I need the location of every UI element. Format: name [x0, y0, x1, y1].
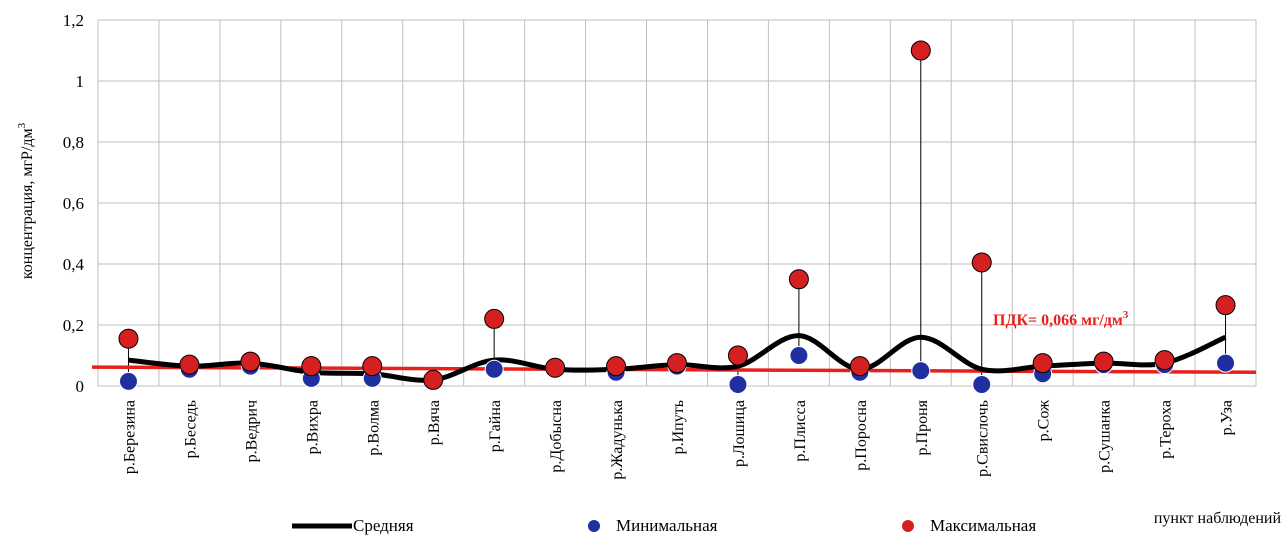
x-tick-label: р.Гайна [487, 400, 504, 452]
x-tick-label: р.Беседь [182, 400, 199, 458]
max-point [849, 356, 870, 377]
y-tick-labels: 0 0,2 0,4 0,6 0,8 1 1,2 [63, 11, 85, 396]
pdk-label: ПДК= 0,066 мг/дм3 [993, 309, 1129, 329]
max-point [240, 351, 261, 372]
max-point [1215, 295, 1236, 316]
category-labels: р.Березина р.Беседь р.Ведрич р.Вихра р.Волма… [121, 399, 1235, 480]
x-tick-label: р.Сушанка [1097, 400, 1114, 473]
x-tick-label: р.Вихра [304, 400, 321, 454]
x-tick-label: р.Уза [1219, 400, 1236, 435]
y-axis-title: концентрация, мгР/дм3 [16, 122, 36, 279]
y-tick-label: 0 [76, 377, 85, 396]
max-point [362, 356, 383, 377]
min-point [972, 374, 992, 394]
pdk-label-sup: 3 [1123, 309, 1129, 321]
x-tick-label: р.Сож [1036, 399, 1053, 441]
max-point [971, 252, 992, 273]
max-point [788, 269, 809, 290]
max-point [179, 354, 200, 375]
x-tick-label: р.Поросна [853, 400, 870, 471]
min-point [484, 359, 504, 379]
max-point [606, 356, 627, 377]
min-point [789, 346, 809, 365]
x-tick-label: р.Добысна [548, 400, 565, 473]
x-tick-label: р.Тероха [1158, 400, 1175, 459]
x-tick-label: р.Проня [914, 399, 931, 455]
max-point [1032, 353, 1053, 374]
legend-label-mean: Средняя [353, 516, 414, 535]
series-points-max [118, 40, 1236, 390]
max-point [1093, 351, 1114, 372]
y-tick-label: 0,6 [63, 194, 84, 213]
y-tick-label: 1 [76, 72, 85, 91]
legend-marker-min [588, 520, 600, 532]
pdk-label-text: ПДК= 0,066 мг/дм [993, 312, 1123, 329]
max-point [910, 40, 931, 61]
max-point [484, 308, 505, 329]
y-tick-label: 0,4 [63, 255, 85, 274]
max-point [727, 345, 748, 366]
legend-marker-max [902, 520, 914, 532]
x-tick-label: р.Ипуть [670, 400, 687, 454]
y-tick-label: 0,2 [63, 316, 84, 335]
max-point [423, 369, 444, 390]
max-point [301, 356, 322, 377]
y-tick-label: 0,8 [63, 133, 84, 152]
legend-label-min: Минимальная [616, 516, 718, 535]
min-point [1216, 353, 1236, 373]
x-tick-label: р.Волма [365, 400, 382, 456]
min-point [911, 361, 931, 381]
max-point [1154, 350, 1175, 371]
x-tick-label: р.Вячa [426, 400, 443, 445]
x-tick-label: р.Ведрич [243, 400, 260, 462]
y-axis-title-text: концентрация, мгР/дм [19, 128, 36, 279]
max-point [545, 357, 566, 378]
legend-label-max: Максимальная [930, 516, 1036, 535]
legend: Средняя Минимальная Максимальная [292, 516, 1036, 535]
x-axis-title: пункт наблюдений [1154, 510, 1282, 527]
max-point [667, 353, 687, 374]
x-tick-label: р.Лошица [731, 400, 748, 467]
max-point [118, 328, 139, 349]
y-tick-label: 1,2 [63, 11, 84, 30]
x-tick-label: р.Жадунька [609, 400, 626, 480]
gridlines [98, 19, 1256, 387]
y-axis-title-sup: 3 [16, 122, 28, 128]
x-tick-label: р.Свислочь [975, 400, 992, 477]
x-tick-label: р.Березина [121, 400, 138, 474]
min-point [118, 371, 138, 391]
min-point [728, 374, 748, 394]
x-tick-label: р.Плисса [792, 400, 809, 462]
